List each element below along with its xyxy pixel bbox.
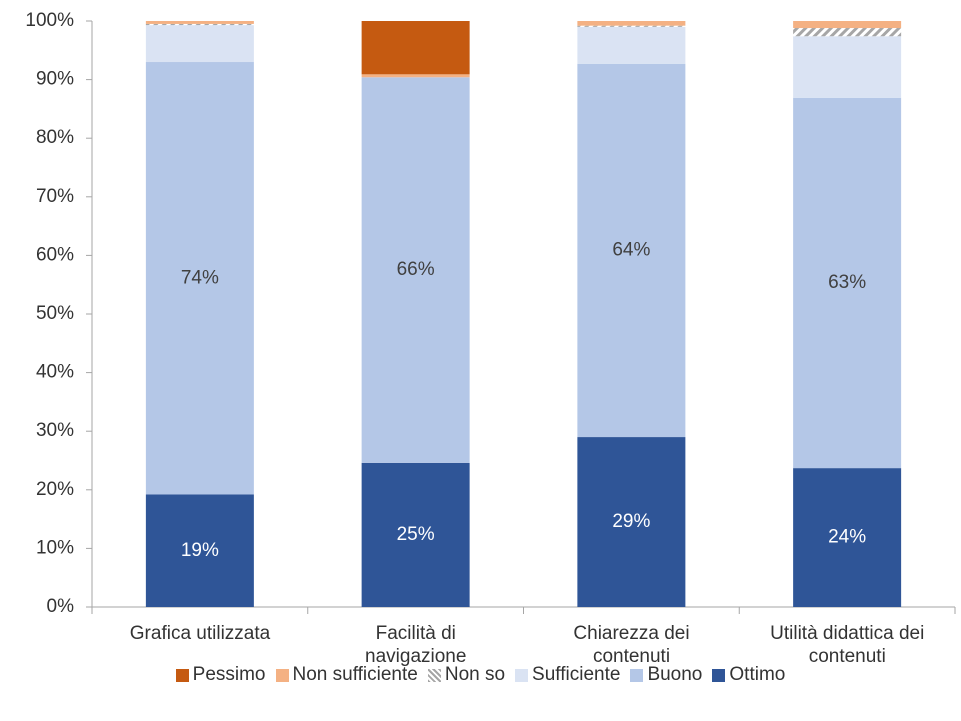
legend-swatch xyxy=(515,668,529,682)
data-label: 29% xyxy=(612,511,650,532)
bar-segment xyxy=(793,28,902,37)
y-tick-label: 80% xyxy=(36,127,74,148)
bar-segment xyxy=(793,21,902,29)
x-tick-label: Utilità didattica dei contenuti xyxy=(770,623,925,667)
y-tick-label: 90% xyxy=(36,69,74,90)
data-label: 19% xyxy=(181,540,219,561)
y-tick-label: 100% xyxy=(25,10,74,31)
data-label: 74% xyxy=(181,267,219,288)
legend-label: Sufficiente xyxy=(532,664,621,685)
bar-segment xyxy=(145,494,254,607)
legend-swatch xyxy=(175,668,189,682)
legend-item: Sufficiente xyxy=(515,664,620,686)
y-tick-label: 40% xyxy=(36,362,74,383)
data-label: 64% xyxy=(612,239,650,260)
bar-segment xyxy=(577,21,686,26)
x-tick-label: Facilità di navigazione xyxy=(365,623,467,667)
y-tick-label: 30% xyxy=(36,420,74,441)
y-tick-label: 50% xyxy=(36,303,74,324)
bar-segment xyxy=(145,62,254,495)
legend-label: Non sufficiente xyxy=(292,664,418,685)
bar-segment xyxy=(145,23,254,26)
y-tick-label: 70% xyxy=(36,186,74,207)
y-tick-label: 0% xyxy=(47,596,75,617)
bar-segment xyxy=(145,25,254,63)
legend-item: Buono xyxy=(630,664,702,686)
bar-segment xyxy=(145,21,254,24)
x-tick-label: Chiarezza dei contenuti xyxy=(573,623,690,667)
bar-segment xyxy=(577,26,686,64)
data-label: 66% xyxy=(397,259,435,280)
legend-item: Non sufficiente xyxy=(275,664,418,686)
legend-label: Buono xyxy=(647,664,703,685)
bar-segment xyxy=(577,25,686,27)
legend: Pessimo Non sufficiente Non so Sufficiente B… xyxy=(0,664,961,686)
legend-swatch xyxy=(427,668,441,682)
legend-label: Ottimo xyxy=(729,664,786,685)
data-label: 63% xyxy=(828,272,866,293)
x-tick-label: Grafica utilizzata xyxy=(129,623,271,644)
bar-segment xyxy=(361,462,470,607)
bar-segment xyxy=(793,468,902,607)
data-label: 24% xyxy=(828,527,866,548)
bar-segment xyxy=(793,36,902,98)
y-tick-label: 20% xyxy=(36,479,74,500)
bar-segment xyxy=(361,74,470,78)
legend-item: Pessimo xyxy=(175,664,266,686)
legend-item: Ottimo xyxy=(712,664,785,686)
bar-segment xyxy=(577,63,686,438)
bar-segment xyxy=(361,21,470,75)
legend-label: Pessimo xyxy=(192,664,266,685)
bar-segment xyxy=(361,77,470,463)
legend-swatch xyxy=(630,668,644,682)
legend-label: Non so xyxy=(444,664,506,685)
data-label: 25% xyxy=(397,524,435,545)
legend-swatch xyxy=(712,668,726,682)
bar-segment xyxy=(793,97,902,469)
y-tick-label: 10% xyxy=(36,537,74,558)
legend-swatch xyxy=(275,668,289,682)
bar-segment xyxy=(577,437,686,607)
legend-item: Non so xyxy=(427,664,506,686)
y-tick-label: 60% xyxy=(36,244,74,265)
